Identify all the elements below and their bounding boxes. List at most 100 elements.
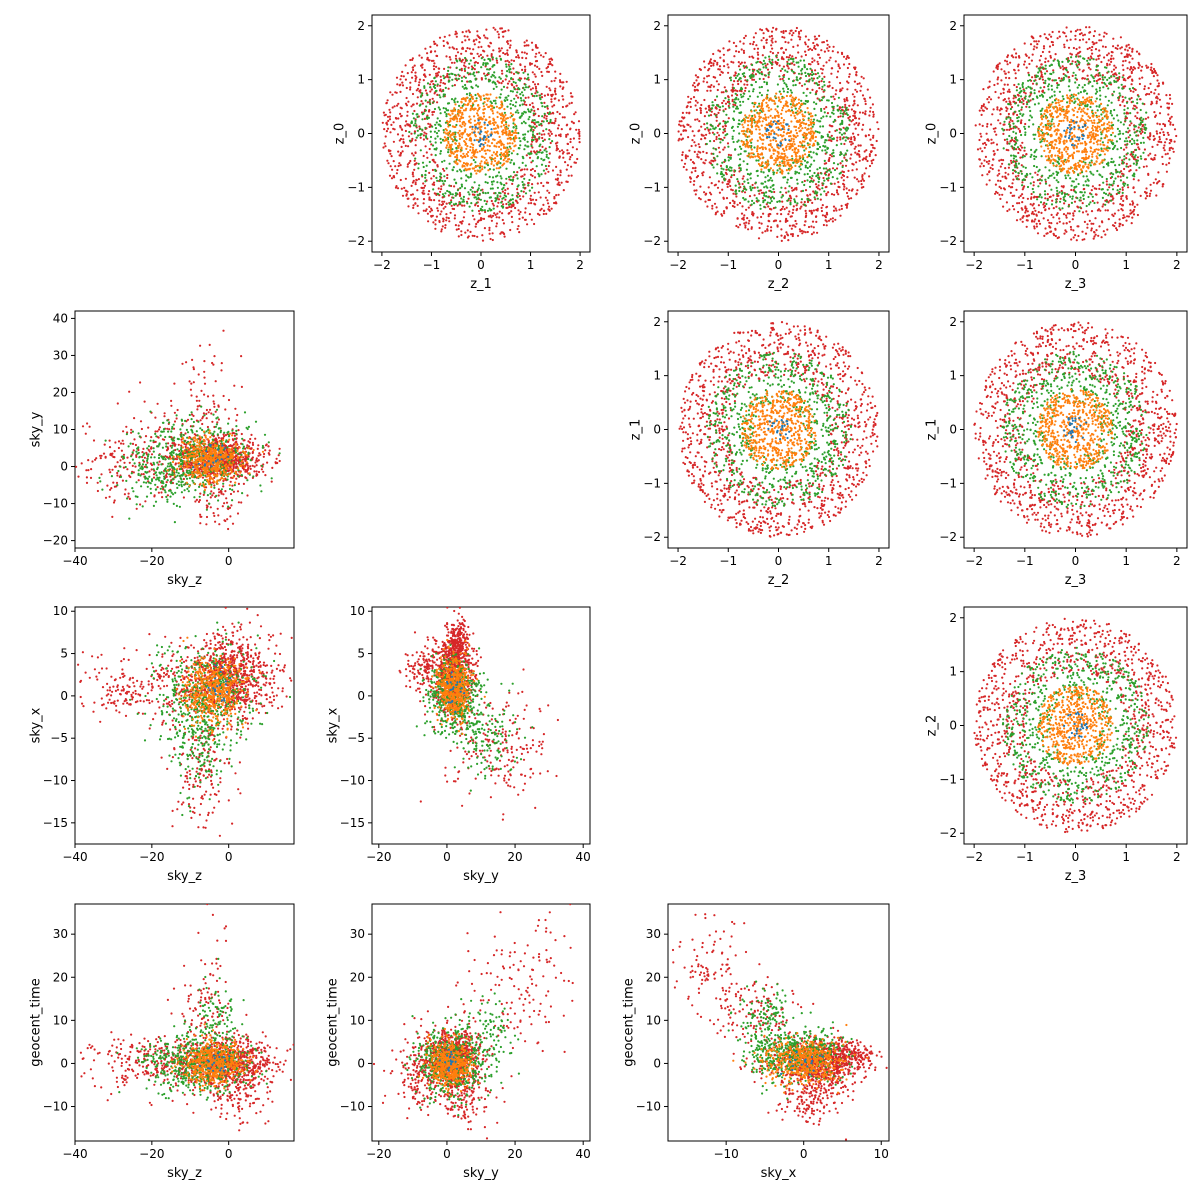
scatter-point xyxy=(447,151,450,154)
scatter-point xyxy=(506,142,509,145)
scatter-point xyxy=(811,88,814,91)
scatter-point xyxy=(527,96,530,99)
scatter-point xyxy=(471,86,474,90)
scatter-point xyxy=(736,74,739,77)
scatter-point xyxy=(431,111,434,114)
scatter-point xyxy=(504,60,507,63)
scatter-point xyxy=(831,137,834,141)
scatter-point xyxy=(532,80,535,84)
scatter-point xyxy=(524,68,527,71)
scatter-point xyxy=(503,119,506,122)
scatter-point xyxy=(830,67,833,70)
scatter-point xyxy=(770,66,774,70)
scatter-point xyxy=(762,212,765,215)
scatter-point xyxy=(488,145,491,148)
scatter-point xyxy=(422,192,425,195)
scatter-point xyxy=(768,71,771,74)
scatter-point xyxy=(424,47,427,50)
scatter-point xyxy=(810,212,813,215)
scatter-point xyxy=(469,93,473,97)
scatter-point xyxy=(528,103,532,106)
scatter-point xyxy=(483,121,486,124)
scatter-point xyxy=(499,162,502,165)
scatter-point xyxy=(496,212,499,215)
scatter-point xyxy=(432,160,435,163)
scatter-point xyxy=(501,206,504,209)
scatter-point xyxy=(475,172,478,175)
scatter-point xyxy=(396,187,400,190)
scatter-point xyxy=(381,121,384,124)
scatter-point xyxy=(477,46,480,49)
scatter-point xyxy=(786,156,789,159)
scatter-point xyxy=(776,150,779,153)
scatter-point xyxy=(413,132,416,135)
scatter-point xyxy=(545,117,548,120)
scatter-point xyxy=(753,114,756,117)
scatter-point xyxy=(799,145,802,148)
scatter-point xyxy=(811,125,814,128)
scatter-point xyxy=(468,80,471,83)
scatter-point xyxy=(481,165,484,168)
scatter-point xyxy=(1021,193,1024,196)
scatter-point xyxy=(768,179,771,182)
scatter-point xyxy=(828,130,831,134)
scatter-point xyxy=(447,80,450,83)
scatter-point xyxy=(530,62,534,65)
scatter-point xyxy=(726,133,729,136)
scatter-point xyxy=(460,185,464,188)
scatter-point xyxy=(836,177,839,180)
scatter-point xyxy=(570,95,573,98)
scatter-point xyxy=(785,159,789,162)
scatter-point xyxy=(531,130,535,133)
scatter-point xyxy=(809,193,812,196)
scatter-point xyxy=(400,187,403,190)
scatter-point xyxy=(786,62,789,65)
scatter-point xyxy=(734,189,738,192)
scatter-point xyxy=(495,57,498,60)
scatter-point xyxy=(497,167,501,170)
scatter-point xyxy=(540,70,543,74)
scatter-point xyxy=(826,112,830,115)
scatter-point xyxy=(532,121,536,124)
scatter-point xyxy=(433,84,436,87)
scatter-point xyxy=(514,206,517,210)
scatter-point xyxy=(483,199,486,202)
scatter-point xyxy=(1002,132,1005,135)
scatter-point xyxy=(834,60,837,63)
scatter-point xyxy=(718,137,721,140)
scatter-point xyxy=(706,89,709,92)
scatter-point xyxy=(542,139,545,143)
scatter-point xyxy=(573,113,576,116)
scatter-point xyxy=(412,124,416,127)
scatter-point xyxy=(539,196,542,199)
scatter-point xyxy=(749,177,752,180)
scatter-point xyxy=(870,143,873,146)
scatter-point xyxy=(740,147,743,150)
scatter-point xyxy=(489,93,492,96)
scatter-point xyxy=(747,200,750,203)
scatter-point xyxy=(540,207,543,210)
scatter-point xyxy=(808,169,812,172)
scatter-point xyxy=(774,149,777,152)
scatter-point xyxy=(712,52,715,56)
scatter-point xyxy=(869,128,872,131)
scatter-point xyxy=(823,107,826,110)
scatter-point xyxy=(761,146,764,149)
scatter-point xyxy=(491,187,494,190)
scatter-point xyxy=(478,166,481,169)
scatter-point xyxy=(730,176,733,179)
scatter-point xyxy=(782,51,786,55)
scatter-point xyxy=(446,102,450,105)
scatter-point xyxy=(815,220,818,223)
scatter-point xyxy=(495,222,498,225)
scatter-point xyxy=(414,139,417,142)
scatter-point xyxy=(1173,140,1176,143)
scatter-point xyxy=(517,56,521,59)
scatter-point xyxy=(720,138,723,141)
scatter-point xyxy=(716,210,719,213)
scatter-point xyxy=(427,193,430,196)
scatter-point xyxy=(472,143,475,146)
scatter-point xyxy=(780,116,783,120)
